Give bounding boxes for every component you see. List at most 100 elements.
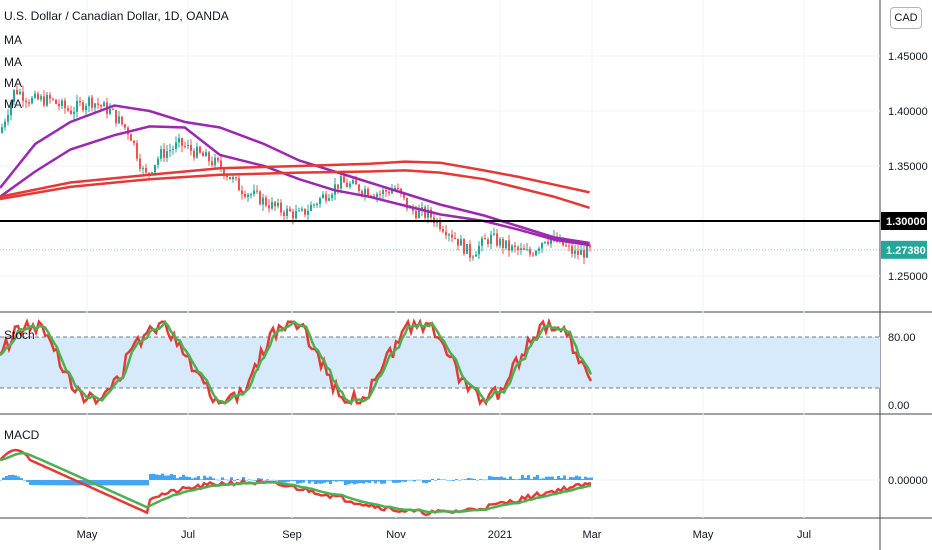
macd-histogram-bar xyxy=(188,477,191,480)
candle-body xyxy=(511,245,513,251)
macd-histogram-bar xyxy=(185,476,188,480)
stoch-d-line xyxy=(0,320,593,405)
candle-body xyxy=(583,250,585,258)
macd-histogram-bar xyxy=(434,480,437,481)
candle-body xyxy=(490,234,492,245)
macd-histogram-bar xyxy=(551,476,554,480)
macd-histogram-bar xyxy=(407,480,410,481)
macd-histogram-bar xyxy=(374,480,377,484)
macd-histogram-bar xyxy=(143,480,146,486)
macd-histogram-bar xyxy=(461,479,464,481)
candle-body xyxy=(568,245,570,247)
ma-label-4[interactable]: MA xyxy=(4,97,22,111)
macd-histogram-bar xyxy=(389,480,392,481)
macd-histogram-bar xyxy=(344,480,347,486)
macd-histogram-bar xyxy=(470,478,473,480)
x-tick-label: May xyxy=(77,529,98,541)
macd-histogram-bar xyxy=(224,479,227,481)
macd-histogram-bar xyxy=(533,476,536,480)
macd-histogram-bar xyxy=(161,473,164,480)
macd-histogram-bar xyxy=(260,478,263,480)
ma-label-2[interactable]: MA xyxy=(4,55,22,69)
macd-histogram-bar xyxy=(170,473,173,480)
x-tick-label: Jul xyxy=(181,529,195,541)
stoch-label[interactable]: Stoch xyxy=(4,328,35,342)
stoch-band xyxy=(0,337,880,388)
macd-histogram-bar xyxy=(50,480,53,486)
macd-label[interactable]: MACD xyxy=(4,428,40,442)
macd-histogram-bar xyxy=(530,479,533,480)
candle-body xyxy=(586,245,588,258)
macd-histogram-bar xyxy=(230,477,233,480)
candle-body xyxy=(73,111,75,114)
ma-label-3[interactable]: MA xyxy=(4,76,22,90)
macd-histogram-bar xyxy=(56,480,59,486)
macd-histogram-bar xyxy=(497,476,500,480)
macd-histogram-bar xyxy=(215,479,218,481)
candle-body xyxy=(331,194,333,199)
macd-histogram-bar xyxy=(575,475,578,480)
macd-histogram-bar xyxy=(65,480,68,486)
candle-body xyxy=(220,160,222,169)
macd-histogram-bar xyxy=(83,480,86,486)
candle-body xyxy=(94,103,96,108)
macd-histogram-bar xyxy=(473,478,476,480)
macd-histogram-bar xyxy=(353,480,356,485)
x-tick-label: Sep xyxy=(282,529,302,541)
macd-histogram-bar xyxy=(563,475,566,480)
candle-body xyxy=(190,145,192,151)
candle-body xyxy=(475,254,477,257)
candle-body xyxy=(85,105,87,111)
candle-body xyxy=(307,210,309,215)
macd-histogram-bar xyxy=(26,480,29,482)
candle-body xyxy=(535,250,537,256)
x-tick-label: Nov xyxy=(386,529,406,541)
macd-histogram-bar xyxy=(41,480,44,486)
candle-body xyxy=(16,89,18,94)
macd-histogram-bar xyxy=(101,480,104,486)
candle-body xyxy=(346,182,348,187)
macd-histogram-bar xyxy=(425,480,428,484)
candle-body xyxy=(10,101,12,116)
candle-body xyxy=(322,194,324,199)
macd-histogram-bar xyxy=(383,480,386,484)
candle-body xyxy=(4,121,6,128)
macd-histogram-bar xyxy=(221,477,224,480)
macd-histogram-bar xyxy=(320,480,323,484)
moving-average-line xyxy=(0,104,590,245)
candle-body xyxy=(469,244,471,258)
candle-body xyxy=(301,208,303,211)
macd-histogram-bar xyxy=(239,479,242,481)
candle-body xyxy=(580,250,582,255)
macd-histogram-bar xyxy=(95,480,98,486)
candle-body xyxy=(148,172,150,174)
candle-body xyxy=(523,248,525,250)
candle-body xyxy=(145,167,147,173)
candle-body xyxy=(121,116,123,125)
candle-body xyxy=(82,102,84,111)
candle-body xyxy=(286,208,288,217)
macd-histogram-bar xyxy=(236,478,239,480)
macd-histogram-bar xyxy=(509,476,512,480)
candle-body xyxy=(541,242,543,249)
candle-body xyxy=(328,198,330,201)
candle-body xyxy=(319,198,321,204)
macd-histogram-bar xyxy=(242,477,245,480)
macd-histogram-bar xyxy=(269,479,272,481)
ma-label-1[interactable]: MA xyxy=(4,33,22,47)
horizontal-line-price-label: 1.30000 xyxy=(886,216,926,228)
candle-body xyxy=(112,108,114,110)
candle-body xyxy=(442,229,444,232)
macd-histogram-bar xyxy=(359,480,362,484)
candle-body xyxy=(34,93,36,98)
candle-body xyxy=(544,241,546,243)
macd-histogram-bar xyxy=(398,480,401,483)
currency-button[interactable]: CAD xyxy=(890,7,922,29)
candle-body xyxy=(193,150,195,158)
candle-body xyxy=(142,167,144,169)
macd-histogram-bar xyxy=(59,480,62,486)
candle-body xyxy=(340,176,342,189)
candle-body xyxy=(211,161,213,166)
candle-body xyxy=(262,197,264,205)
